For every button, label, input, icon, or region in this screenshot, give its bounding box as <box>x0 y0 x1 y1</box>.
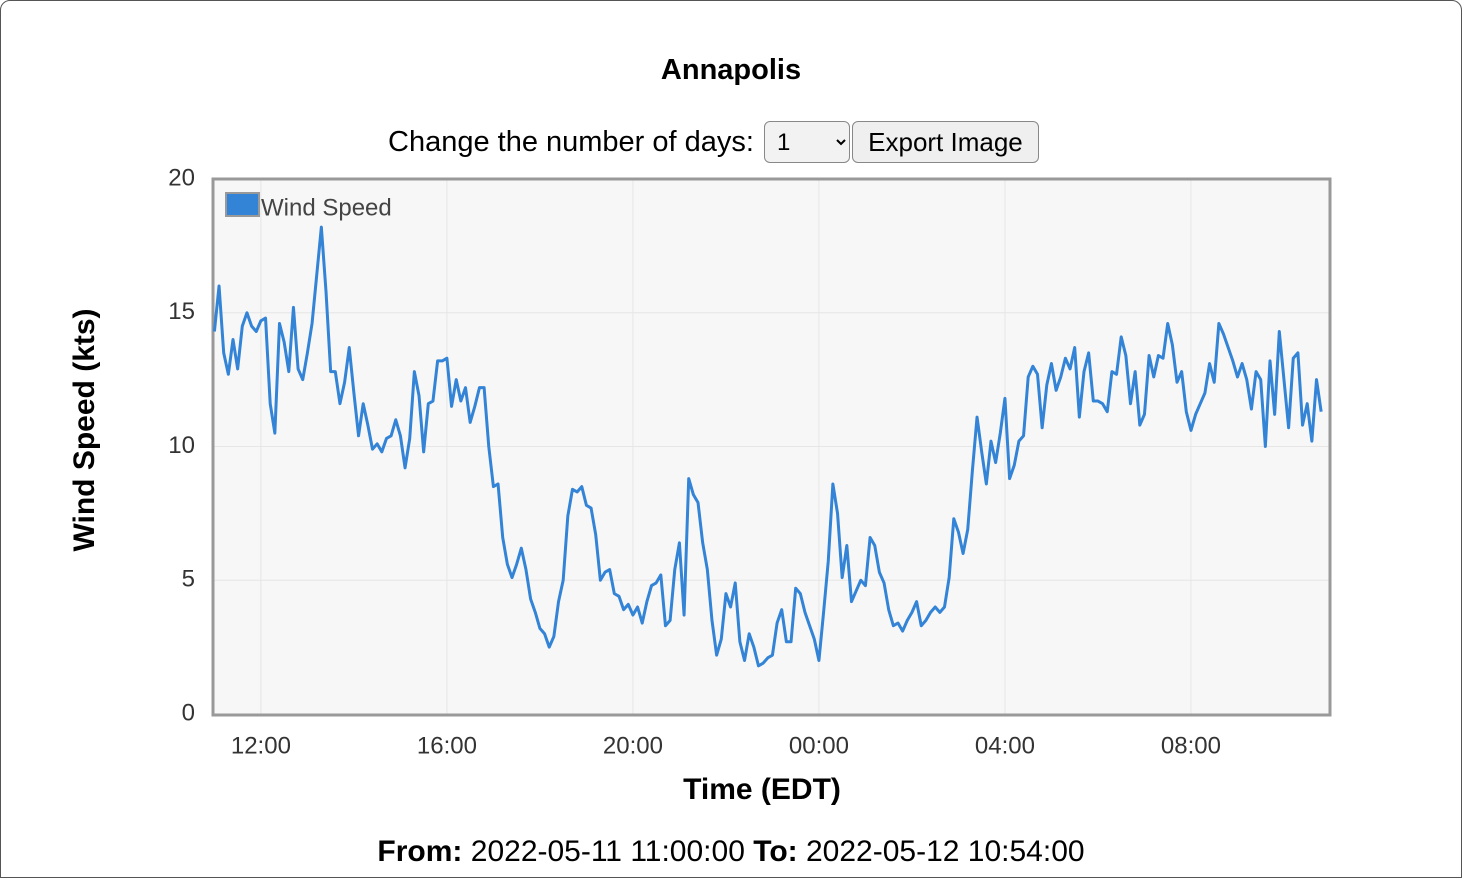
y-tick-label: 20 <box>168 164 195 191</box>
from-date: 2022-05-11 11:00:00 <box>470 835 745 868</box>
days-label: Change the number of days: <box>388 125 754 158</box>
x-tick-label: 12:00 <box>231 732 291 759</box>
date-range: From: 2022-05-11 11:00:00 To: 2022-05-12… <box>0 835 1462 869</box>
y-tick-label: 0 <box>182 699 195 726</box>
export-button[interactable]: Export Image <box>851 121 1039 163</box>
x-tick-label: 20:00 <box>603 732 663 759</box>
x-tick-label: 08:00 <box>1161 732 1221 759</box>
x-tick-label: 16:00 <box>417 732 477 759</box>
to-date: 2022-05-12 10:54:00 <box>806 835 1085 868</box>
legend-swatch <box>225 192 260 217</box>
to-label: To: <box>753 835 798 868</box>
x-tick-label: 00:00 <box>789 732 849 759</box>
x-axis-title: Time (EDT) <box>683 773 841 806</box>
from-label: From: <box>377 835 463 868</box>
y-tick-label: 10 <box>168 432 195 459</box>
chart: Wind Speed (kts) Time (EDT) 0 5 10 15 20 12:0… <box>68 164 1332 806</box>
y-axis-title: Wind Speed (kts) <box>68 308 101 551</box>
legend-label: Wind Speed <box>261 194 392 221</box>
data-line <box>212 225 1323 668</box>
controls: Change the number of days: 1 Export Imag… <box>388 120 1039 164</box>
page-title: Annapolis <box>660 54 802 86</box>
days-select[interactable]: 1 <box>763 121 850 163</box>
y-tick-label: 5 <box>182 566 195 593</box>
x-tick-label: 04:00 <box>975 732 1035 759</box>
plot-border <box>211 177 1332 717</box>
y-tick-label: 15 <box>168 298 195 325</box>
